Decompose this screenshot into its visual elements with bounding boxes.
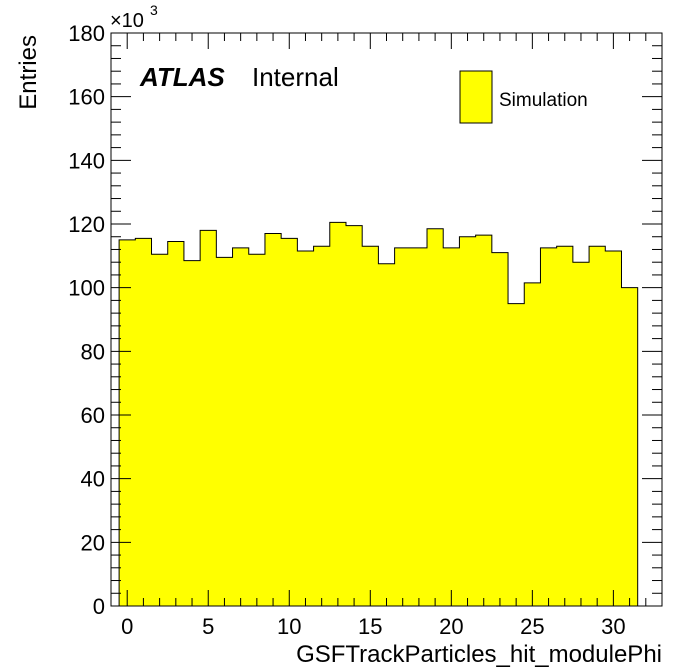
x-tick-label: 0 bbox=[121, 614, 133, 639]
x-tick-label: 5 bbox=[202, 614, 214, 639]
x-axis-title: GSFTrackParticles_hit_modulePhi bbox=[296, 641, 662, 668]
histogram-outline bbox=[118, 221, 639, 606]
y-tick-label: 160 bbox=[68, 85, 105, 110]
histogram-fill bbox=[119, 222, 638, 607]
y-tick-label: 120 bbox=[68, 212, 105, 237]
y-tick-label: 0 bbox=[93, 594, 105, 619]
x-tick-label: 30 bbox=[601, 614, 625, 639]
legend: Simulation bbox=[459, 70, 588, 124]
x-tick-label: 20 bbox=[439, 614, 463, 639]
atlas-internal-label: Internal bbox=[252, 62, 339, 92]
y-tick-label: 80 bbox=[81, 339, 105, 364]
x-tick-label: 15 bbox=[358, 614, 382, 639]
y-tick-label: 40 bbox=[81, 467, 105, 492]
y-axis-multiplier: ×10 bbox=[110, 10, 144, 32]
atlas-label: ATLAS bbox=[139, 62, 225, 92]
y-tick-label: 20 bbox=[81, 530, 105, 555]
y-axis-multiplier-exponent: 3 bbox=[150, 2, 158, 18]
y-tick-label: 60 bbox=[81, 403, 105, 428]
y-axis-title: Entries bbox=[15, 35, 42, 110]
legend-swatch-simulation bbox=[459, 70, 493, 124]
x-tick-label: 10 bbox=[277, 614, 301, 639]
y-tick-label: 100 bbox=[68, 276, 105, 301]
x-tick-label: 25 bbox=[520, 614, 544, 639]
y-tick-label: 140 bbox=[68, 148, 105, 173]
legend-label-simulation: Simulation bbox=[499, 90, 588, 111]
plot-area bbox=[110, 32, 663, 607]
y-tick-label: 180 bbox=[68, 21, 105, 46]
